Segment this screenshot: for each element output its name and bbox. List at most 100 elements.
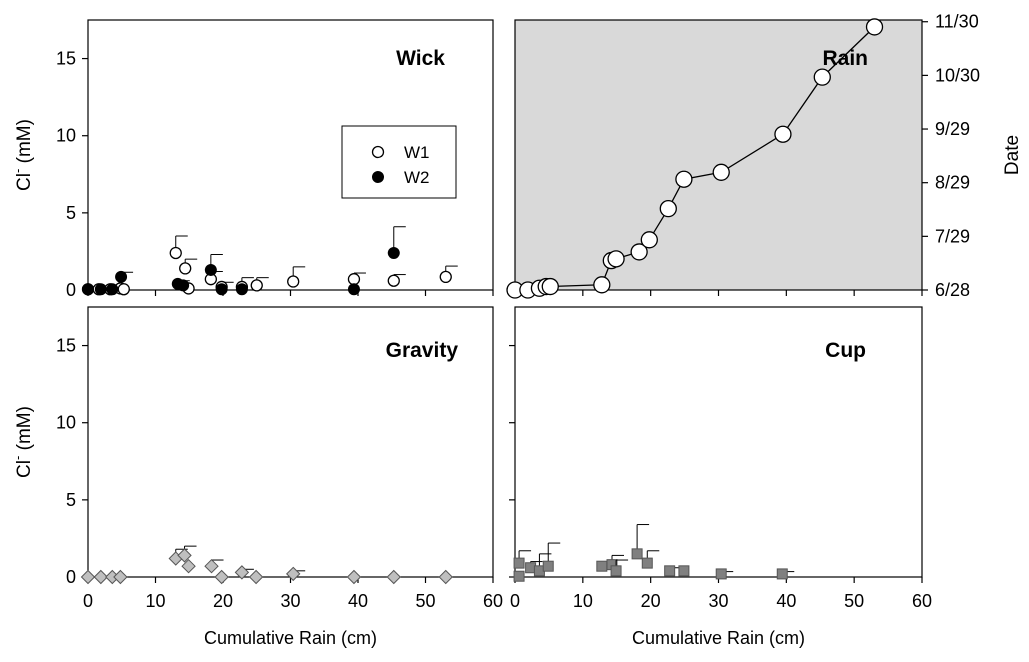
data-point-cup-0-5 (596, 560, 608, 572)
data-point-rain-0-15 (865, 18, 884, 36)
x-tick-label-gravity-2: 20 (213, 591, 233, 611)
x-tick-label-gravity-6: 60 (483, 591, 503, 611)
data-point-rain-0-14 (813, 68, 831, 86)
data-point-cup-0-13 (776, 568, 788, 580)
data-point-wick-0-12 (287, 275, 300, 288)
data-point-gravity-0-0 (80, 569, 96, 585)
panel-label-rain: Rain (822, 47, 868, 70)
data-point-wick-1-3 (115, 270, 128, 283)
panel-label-cup: Cup (825, 339, 866, 362)
legend-marker-1 (372, 171, 384, 183)
data-point-cup-0-1 (513, 570, 525, 582)
data-point-cup-0-9 (641, 557, 653, 569)
data-point-wick-0-15 (439, 270, 452, 284)
x-tick-label-gravity-0: 0 (83, 591, 93, 611)
y-tick-label-gravity-1: 5 (66, 490, 76, 510)
series-rain-0 (506, 18, 884, 299)
plot-frame-cup (514, 306, 923, 578)
data-point-rain-0-13 (774, 125, 792, 143)
data-point-gravity-0-5 (177, 548, 192, 563)
data-point-wick-1-5 (177, 279, 190, 292)
data-point-wick-1-7 (215, 283, 228, 296)
data-point-gravity-0-1 (93, 569, 109, 585)
data-point-rain-0-7 (607, 250, 625, 268)
x-tick-label-gravity-3: 30 (280, 591, 300, 611)
data-point-wick-1-10 (387, 246, 400, 259)
data-point-wick-1-0 (82, 283, 94, 296)
panel-label-wick: Wick (396, 47, 445, 70)
data-point-gravity-0-10 (248, 569, 264, 585)
data-point-rain-0-9 (640, 231, 658, 249)
y-tick-label-rain-1: 7/29 (935, 226, 970, 246)
data-point-gravity-0-13 (386, 569, 401, 585)
y-tick-label-rain-4: 10/30 (935, 65, 980, 85)
y-axis-title-rain: Date (1002, 135, 1023, 175)
y-tick-label-wick-0: 0 (66, 280, 76, 300)
data-point-wick-1-9 (347, 283, 360, 296)
series-cup-0 (513, 524, 795, 582)
series-gravity-0 (80, 545, 453, 585)
x-tick-label-cup-5: 50 (844, 591, 864, 611)
legend-label-0: W1 (404, 143, 430, 162)
panel-gravity: 0 10 20 30 40 50 60 Cumulative Rain (cm) 0 5 10 15 C… (10, 306, 503, 648)
data-point-gravity-0-6 (181, 558, 196, 574)
data-point-rain-0-10 (659, 200, 677, 218)
data-point-gravity-0-14 (438, 569, 453, 585)
x-tick-label-cup-4: 40 (776, 591, 796, 611)
data-point-rain-0-5 (593, 276, 611, 294)
data-point-cup-0-4 (542, 560, 554, 572)
panel-label-gravity: Gravity (386, 339, 459, 362)
x-tick-label-gravity-4: 40 (348, 591, 368, 611)
data-point-wick-0-4 (117, 283, 130, 296)
x-tick-label-cup-6: 60 (912, 591, 932, 611)
data-point-wick-1-6 (204, 263, 217, 276)
data-point-wick-1-8 (235, 283, 248, 296)
data-point-gravity-0-12 (346, 569, 362, 585)
y-tick-label-rain-2: 8/29 (935, 173, 970, 193)
data-point-cup-0-0 (513, 557, 525, 569)
y-tick-label-rain-3: 9/29 (935, 119, 970, 139)
data-point-rain-0-4 (541, 277, 559, 296)
data-point-wick-0-6 (179, 262, 192, 275)
y-axis-title-gravity: Cl- (mM) (10, 406, 35, 478)
data-point-wick-0-5 (169, 246, 182, 260)
x-tick-label-gravity-5: 50 (415, 591, 435, 611)
panel-rain: 6/28 7/29 8/29 9/29 10/30 11/30 Date Rain (506, 12, 1023, 300)
legend-marker-0 (371, 145, 385, 159)
legend-box (341, 125, 457, 199)
data-point-cup-0-12 (715, 568, 727, 580)
data-point-cup-0-7 (610, 565, 622, 577)
data-point-rain-0-11 (675, 170, 693, 188)
y-tick-label-gravity-0: 0 (66, 567, 76, 587)
x-axis-title-cup: Cumulative Rain (cm) (632, 628, 805, 648)
x-tick-label-gravity-1: 10 (145, 591, 165, 611)
y-tick-label-wick-3: 15 (56, 49, 76, 69)
data-point-rain-0-12 (712, 163, 730, 181)
x-tick-label-cup-1: 10 (573, 591, 593, 611)
y-tick-label-rain-0: 6/28 (935, 280, 970, 300)
panel-cup: 0 10 20 30 40 50 60 Cumulative Rain (cm) Cup (509, 306, 932, 648)
y-tick-label-wick-2: 10 (56, 126, 76, 146)
data-point-gravity-0-3 (113, 569, 128, 585)
data-point-gravity-0-7 (204, 558, 219, 574)
legend-label-1: W2 (404, 168, 430, 187)
y-axis-title-wick: Cl- (mM) (10, 119, 35, 191)
data-point-gravity-0-11 (285, 566, 301, 582)
data-point-wick-1-1 (94, 283, 107, 296)
data-point-gravity-0-8 (214, 569, 229, 585)
x-tick-label-cup-0: 0 (510, 591, 520, 611)
data-point-rain-0-8 (630, 243, 648, 261)
data-point-cup-0-11 (678, 565, 690, 577)
data-point-wick-0-11 (250, 279, 263, 292)
x-axis-title-gravity: Cumulative Rain (cm) (204, 628, 377, 648)
data-point-wick-0-14 (387, 274, 400, 287)
x-tick-label-cup-3: 30 (708, 591, 728, 611)
series-wick-1 (82, 226, 406, 296)
plot-frame-rain (514, 19, 923, 291)
data-point-gravity-0-9 (234, 565, 250, 580)
plot-frame-gravity (87, 306, 494, 578)
y-tick-label-gravity-3: 15 (56, 336, 76, 356)
